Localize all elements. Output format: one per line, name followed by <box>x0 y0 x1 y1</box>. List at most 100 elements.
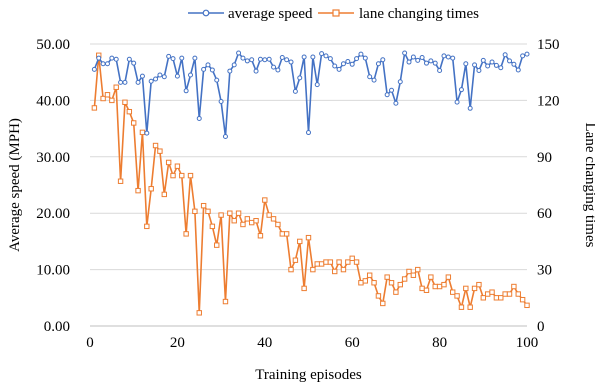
average-speed-point <box>362 55 368 61</box>
average-speed-point <box>384 92 390 98</box>
average-speed-point <box>489 59 495 65</box>
average-speed-point <box>174 73 180 79</box>
lane-changing-times-point <box>113 84 119 90</box>
average-speed-point <box>327 56 333 62</box>
lane-changing-times-point <box>371 280 377 286</box>
average-speed-point <box>126 56 132 62</box>
lane-changing-times-point <box>506 291 513 297</box>
lane-changing-times-point <box>519 296 526 303</box>
average-speed-point <box>266 56 272 62</box>
average-speed-point <box>297 75 303 81</box>
average-speed-point <box>428 58 434 64</box>
lane-changing-times-point <box>135 187 141 194</box>
x-tick-label: 80 <box>432 335 447 351</box>
average-speed-point <box>183 88 189 94</box>
average-speed-line <box>93 52 528 138</box>
lane-changing-times-point <box>209 223 216 230</box>
lane-changing-times-point <box>380 300 386 307</box>
average-speed-point <box>389 87 395 93</box>
lane-changing-times-point <box>218 212 224 218</box>
lane-changing-times-point <box>406 268 412 275</box>
average-speed-point <box>157 72 163 78</box>
lane-changing-times-point <box>283 231 290 237</box>
legend-average-speed-marker <box>202 9 210 17</box>
average-speed-point <box>393 100 399 106</box>
average-speed-point <box>319 51 325 57</box>
average-speed-point <box>450 55 456 61</box>
lane-changing-times-point <box>179 172 185 179</box>
lane-changing-times-point <box>122 99 128 105</box>
lane-changing-times-point <box>388 280 395 286</box>
average-speed-point <box>463 61 469 67</box>
average-speed-point <box>192 55 198 61</box>
gridlines <box>90 43 527 271</box>
legend: average speed lane changing times <box>188 6 479 22</box>
legend-lane-changing-times-label: lane changing times <box>359 6 479 22</box>
lane-changing-times-point <box>463 285 469 292</box>
average-speed-point <box>201 66 207 72</box>
lane-changing-times-point <box>187 172 194 179</box>
average-speed-point <box>284 57 290 63</box>
right-y-tick-label: 60 <box>537 206 552 222</box>
average-speed-point <box>179 55 185 61</box>
lane-changing-times-point <box>257 233 264 239</box>
lane-changing-times-point <box>297 238 303 245</box>
lane-changing-times-point <box>161 191 167 198</box>
average-speed-point <box>153 76 159 82</box>
average-speed-point <box>249 57 255 63</box>
average-speed-point <box>454 99 460 105</box>
lane-changing-times-point <box>144 223 150 230</box>
average-speed-point <box>253 68 259 74</box>
average-speed-point <box>131 60 137 66</box>
average-speed-point <box>310 54 316 60</box>
average-speed-point <box>480 57 486 63</box>
average-speed-point <box>375 61 381 67</box>
lane-changing-times-point <box>415 266 421 273</box>
x-tick-label: 40 <box>257 335 272 351</box>
average-speed-point <box>402 50 408 56</box>
lane-changing-times-point <box>131 120 137 126</box>
lane-changing-times-point <box>484 291 491 297</box>
average-speed-point <box>358 51 364 57</box>
lane-changing-times-point <box>314 261 320 267</box>
lane-changing-times-point <box>393 289 399 295</box>
average-speed-point <box>524 51 530 57</box>
average-speed-point <box>340 61 346 67</box>
average-speed-point <box>262 57 268 63</box>
average-speed-point <box>493 62 499 68</box>
average-speed-point <box>100 61 106 67</box>
average-speed-point <box>227 68 233 74</box>
lane-changing-times-point <box>375 293 382 299</box>
right-y-axis-ticks: 0 30 60 90 120 150 <box>537 37 560 335</box>
average-speed-point <box>288 59 294 65</box>
lane-changing-times-point <box>476 281 482 288</box>
average-speed-point <box>240 55 246 61</box>
average-speed-point <box>502 52 508 58</box>
average-speed-point <box>135 79 141 85</box>
lane-changing-times-point <box>196 310 202 316</box>
lane-changing-times-point <box>310 266 316 273</box>
lane-changing-times-point <box>270 216 277 222</box>
average-speed-point <box>170 56 176 62</box>
lane-changing-times-point <box>384 274 390 280</box>
average-speed-point <box>257 56 263 62</box>
lane-changing-times-point <box>244 216 251 222</box>
average-speed-point <box>306 130 311 136</box>
lane-changing-times-point <box>493 295 500 301</box>
average-speed-point <box>244 58 250 64</box>
lane-changing-times-point <box>423 287 430 293</box>
average-speed-point <box>275 67 281 73</box>
lane-changing-times-point <box>318 261 325 267</box>
average-speed-point <box>109 55 115 61</box>
left-y-tick-label: 20.00 <box>36 206 70 222</box>
average-speed-point <box>349 61 355 67</box>
average-speed-point <box>437 68 443 74</box>
average-speed-point <box>91 66 97 72</box>
lane-changing-times-point <box>428 274 434 280</box>
average-speed-point <box>236 50 242 56</box>
lane-changing-times-point <box>450 289 456 295</box>
average-speed-point <box>271 64 277 70</box>
lane-changing-times-point <box>200 202 207 209</box>
average-speed-point <box>118 79 124 85</box>
lane-changing-times-point <box>353 259 360 265</box>
